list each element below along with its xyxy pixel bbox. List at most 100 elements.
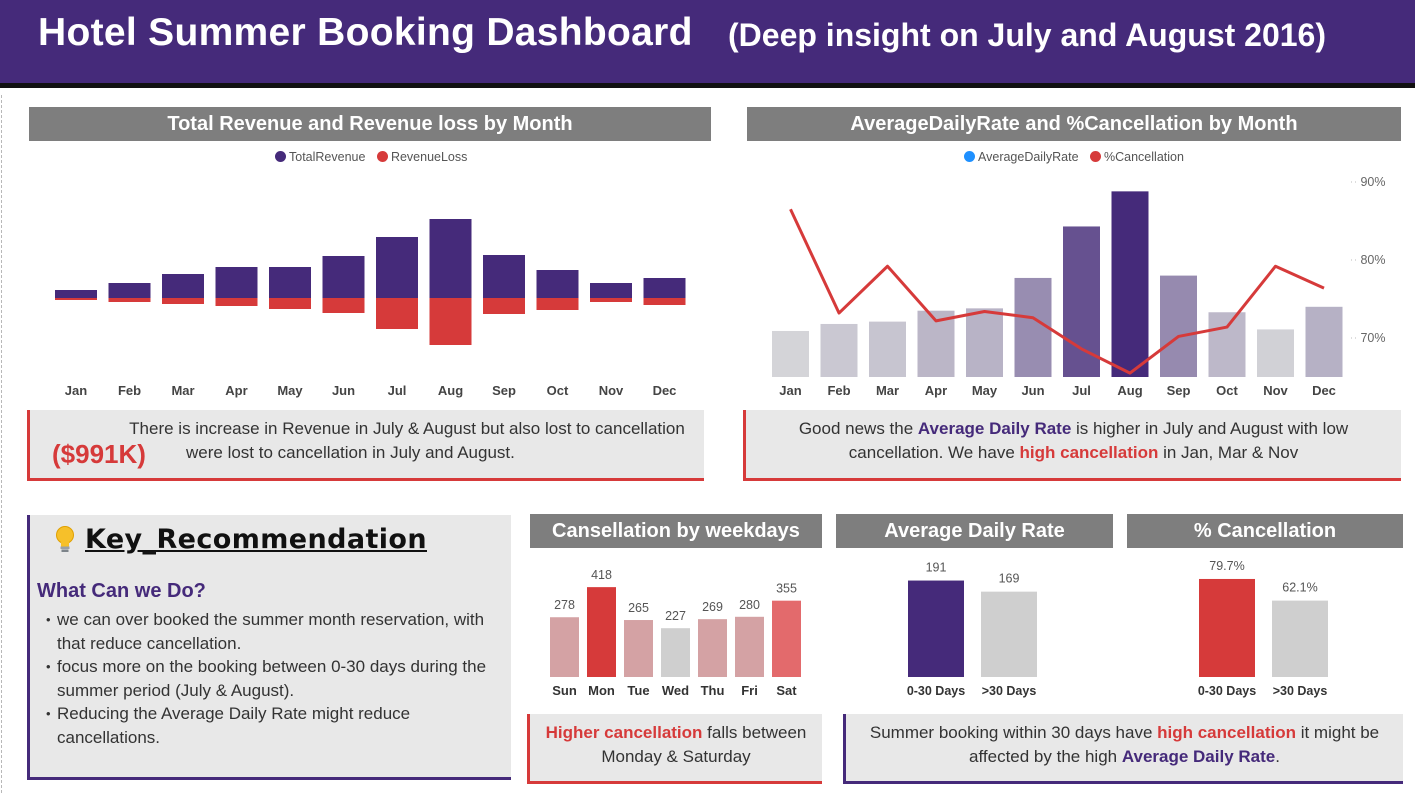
- x-tick-label: >30 Days: [982, 684, 1037, 698]
- legend-label: RevenueLoss: [390, 150, 468, 164]
- legend-label: TotalRevenue: [289, 150, 366, 164]
- x-tick-label: Aug: [1117, 383, 1142, 398]
- revenue-loss-bar: [376, 298, 418, 329]
- y2-tick-label: 90%: [1360, 175, 1385, 189]
- cancellation-highlight: Higher cancellation: [545, 723, 703, 742]
- legend-dot: [275, 151, 286, 162]
- x-tick-label: 0-30 Days: [1198, 684, 1256, 698]
- revenue-insight-line1: There is increase in Revenue in July & A…: [129, 419, 685, 438]
- weekday-chart-title: Cansellation by weekdays: [530, 514, 822, 548]
- x-tick-label: Tue: [627, 683, 649, 698]
- adr-chart-title: AverageDailyRate and %Cancellation by Mo…: [747, 107, 1401, 141]
- revenue-loss-bar: [643, 298, 686, 305]
- recommendation-card: Key_Recommendation What Can we Do? we ca…: [27, 515, 511, 780]
- revenue-loss-bar: [536, 298, 579, 310]
- adr-insight-text: Good news the: [798, 419, 918, 438]
- weekday-bar: [587, 587, 616, 677]
- data-label: 418: [591, 568, 612, 582]
- adr-bar: [1063, 226, 1100, 377]
- legend-item-total-revenue[interactable]: TotalRevenue: [275, 150, 365, 164]
- revenue-loss-bar: [483, 298, 525, 314]
- revenue-loss-amount: ($991K): [52, 439, 146, 469]
- weekday-bar: [624, 620, 653, 677]
- revenue-legend[interactable]: TotalRevenue RevenueLoss: [275, 150, 475, 164]
- cancellation-highlight: high cancellation: [1157, 723, 1296, 742]
- header-bar: Hotel Summer Booking Dashboard (Deep ins…: [0, 0, 1415, 88]
- data-label: 227: [665, 609, 686, 623]
- x-tick-label: May: [972, 383, 998, 398]
- weekday-bar: [735, 616, 764, 677]
- dashboard-title: Hotel Summer Booking Dashboard: [38, 11, 693, 54]
- days-insight-card: Summer booking within 30 days have high …: [843, 714, 1403, 784]
- x-tick-label: Oct: [1216, 383, 1238, 398]
- adr-highlight: Average Daily Rate: [917, 419, 1072, 438]
- revenue-bar: [162, 274, 204, 298]
- revenue-insight-line2: were lost to cancellation in July and Au…: [186, 443, 515, 462]
- recommendation-list: we can over booked the summer month rese…: [46, 608, 512, 749]
- adr-highlight: Average Daily Rate: [1121, 747, 1276, 766]
- x-tick-label: May: [277, 383, 303, 398]
- legend-item-cancellation[interactable]: %Cancellation: [1090, 150, 1184, 164]
- adr-bar: [869, 321, 906, 377]
- x-tick-label: Nov: [599, 383, 624, 398]
- weekday-insight-card: Higher cancellation falls between Monday…: [527, 714, 822, 784]
- days-bar: [1272, 600, 1328, 677]
- divider: [1, 95, 2, 793]
- x-tick-label: Apr: [225, 383, 247, 398]
- weekday-bar: [772, 600, 801, 677]
- recommendation-item: focus more on the booking between 0-30 d…: [46, 655, 512, 702]
- data-label: 355: [776, 582, 797, 596]
- revenue-bar: [643, 278, 686, 298]
- adr-bar: [772, 330, 809, 377]
- revenue-insight-card: There is increase in Revenue in July & A…: [27, 410, 704, 481]
- x-tick-label: Nov: [1263, 383, 1288, 398]
- revenue-loss-bar: [322, 298, 365, 313]
- revenue-loss-bar: [429, 298, 472, 345]
- legend-label: %Cancellation: [1104, 150, 1184, 164]
- legend-label: AverageDailyRate: [978, 150, 1079, 164]
- x-tick-label: Apr: [925, 383, 947, 398]
- lightbulb-icon: [56, 526, 74, 552]
- x-tick-label: >30 Days: [1273, 684, 1328, 698]
- cancellation-highlight: high cancellation: [1019, 443, 1159, 462]
- x-tick-label: Jul: [388, 383, 407, 398]
- days-insight-text: Summer booking within 30 days have: [869, 723, 1158, 742]
- revenue-chart: Jan Feb Mar Apr May Jun Jul Aug Sep Oct Nov Dec: [55, 219, 686, 398]
- revenue-bar: [590, 283, 632, 298]
- adr-insight-card: Good news the Average Daily Rate is high…: [743, 410, 1401, 481]
- adr-days-chart: 191 0-30 Days 169 >30 Days: [907, 561, 1037, 698]
- x-tick-label: Jun: [1021, 383, 1044, 398]
- recommendation-title: Key_Recommendation: [85, 524, 427, 555]
- cancel-days-chart: 79.7% 0-30 Days 62.1% >30 Days: [1198, 559, 1328, 698]
- x-tick-label: Fri: [741, 683, 758, 698]
- revenue-loss-bar: [162, 298, 204, 304]
- days-insight-text: .: [1275, 747, 1280, 766]
- revenue-bar: [269, 267, 311, 298]
- days-bar: [1199, 578, 1255, 677]
- revenue-loss-bar: [108, 298, 151, 302]
- cancellation-line: [789, 208, 1325, 375]
- recommendation-item: we can over booked the summer month rese…: [46, 608, 512, 655]
- legend-item-adr[interactable]: AverageDailyRate: [964, 150, 1079, 164]
- adr-legend[interactable]: AverageDailyRate %Cancellation: [964, 150, 1192, 164]
- x-tick-label: Oct: [547, 383, 569, 398]
- days-insight-text: it might be affected by the high: [969, 723, 1380, 766]
- x-tick-label: Dec: [653, 383, 677, 398]
- x-tick-label: Aug: [438, 383, 463, 398]
- revenue-bar: [376, 237, 418, 298]
- adr-bar: [1160, 275, 1197, 377]
- adr-chart: 90% 80% 70% Jan Feb Mar Apr May Jun Jul Aug Sep Oct N…: [772, 175, 1386, 398]
- adr-bar: [966, 308, 1003, 377]
- x-tick-label: Sun: [552, 683, 577, 698]
- revenue-loss-bar: [215, 298, 258, 306]
- adr-bar: [1208, 312, 1246, 377]
- x-tick-label: Mon: [588, 683, 615, 698]
- x-tick-label: Sep: [492, 383, 516, 398]
- legend-item-revenue-loss[interactable]: RevenueLoss: [376, 150, 468, 164]
- adr-bar: [1305, 306, 1343, 377]
- x-tick-label: Jul: [1072, 383, 1091, 398]
- x-tick-label: Jun: [332, 383, 355, 398]
- legend-dot: [1090, 151, 1102, 162]
- adr-insight-text: in Jan, Mar & Nov: [1158, 443, 1299, 462]
